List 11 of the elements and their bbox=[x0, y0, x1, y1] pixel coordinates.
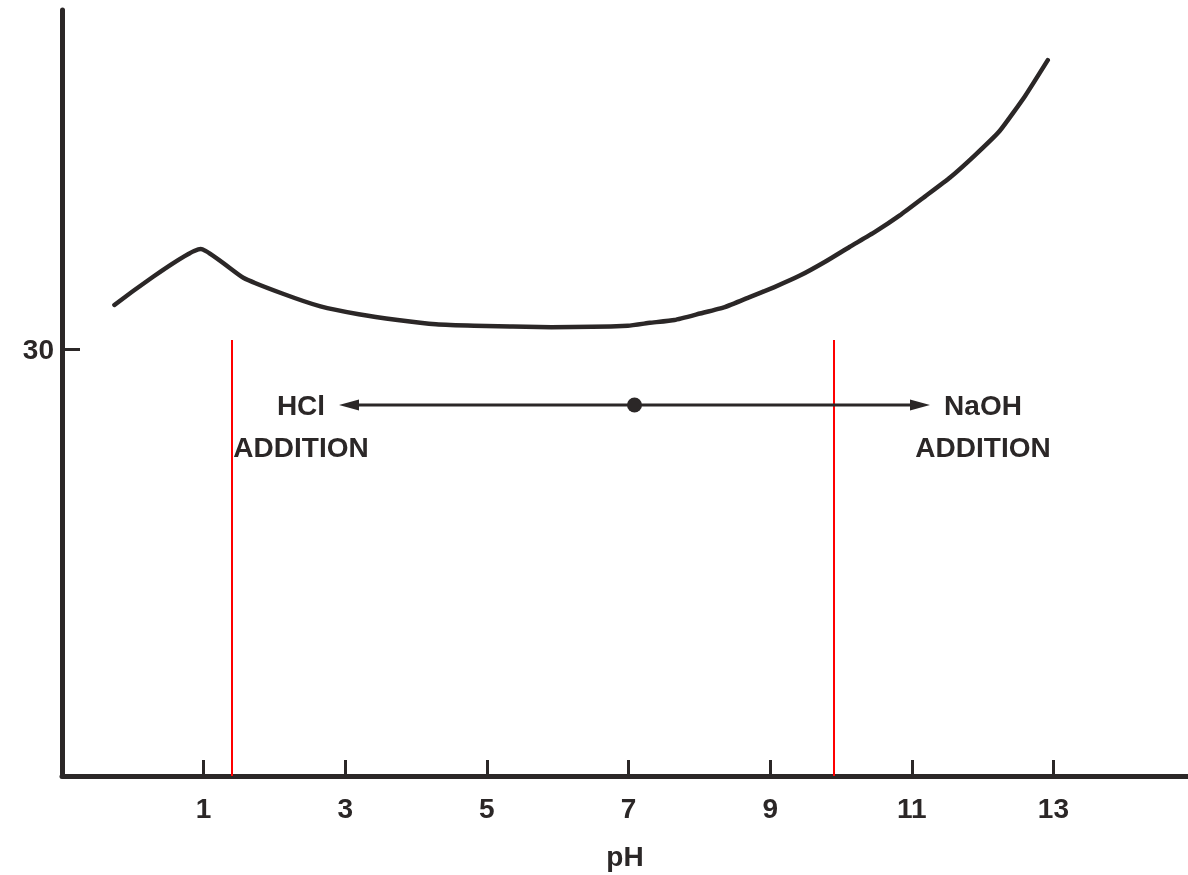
x-tick-label: 9 bbox=[762, 792, 778, 824]
x-axis-title: pH bbox=[606, 840, 644, 872]
x-tick-label: 1 bbox=[195, 792, 212, 824]
x-tick-label: 11 bbox=[897, 792, 927, 824]
annotation: NaOH ADDITION bbox=[915, 389, 1051, 463]
annotation: HCl ADDITION bbox=[233, 389, 369, 463]
x-tick-label: 13 bbox=[1037, 792, 1070, 824]
x-tick-label: 7 bbox=[620, 792, 637, 824]
text: 30 bbox=[22, 333, 54, 365]
x-tick-label: 3 bbox=[337, 792, 354, 824]
x-tick-label: 5 bbox=[479, 792, 495, 824]
